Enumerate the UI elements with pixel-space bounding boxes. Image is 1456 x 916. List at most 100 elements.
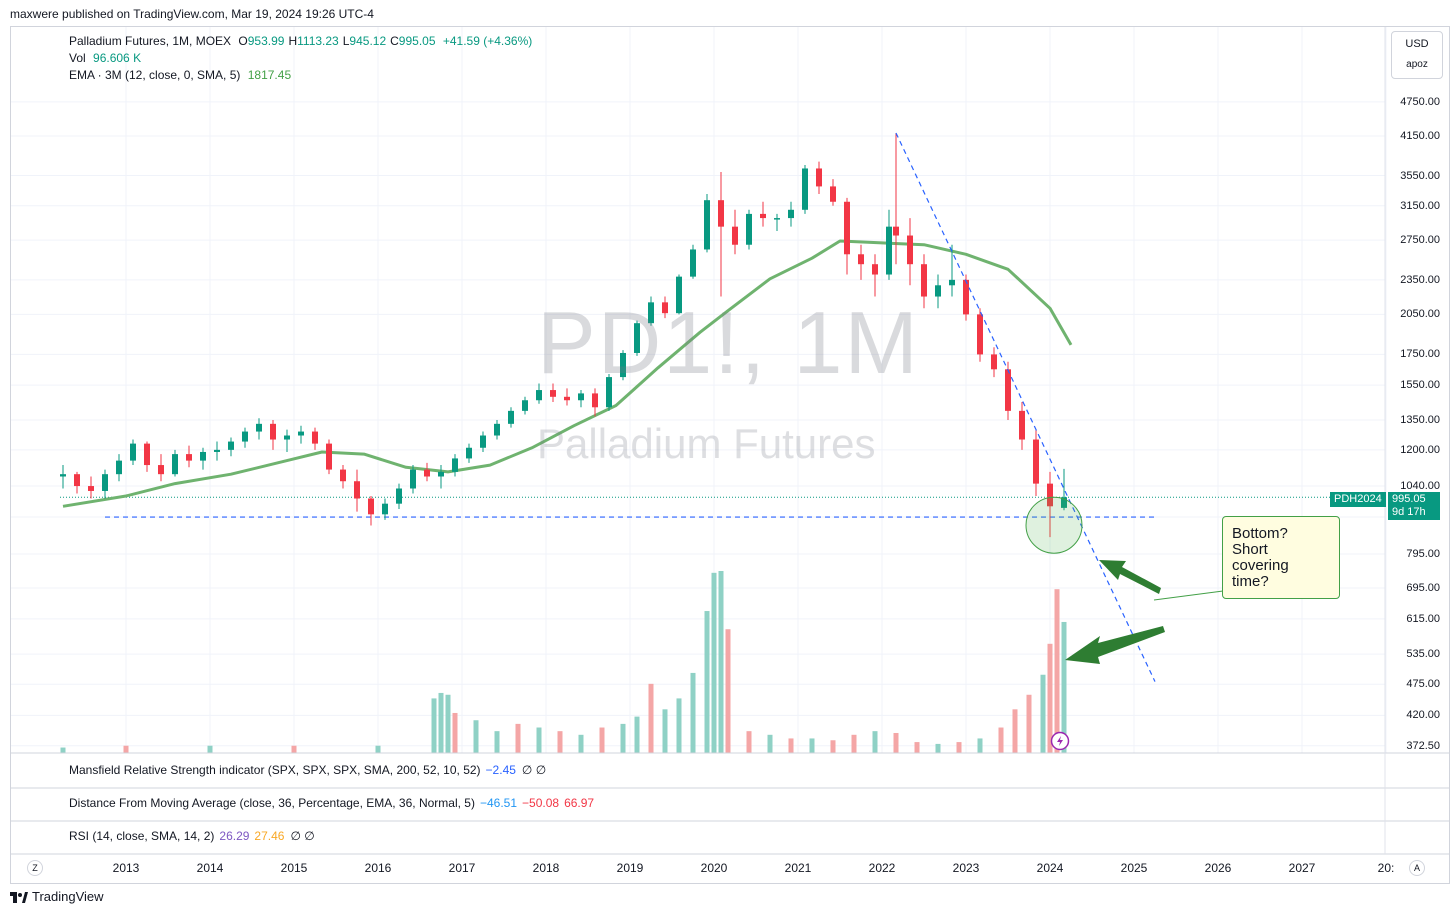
price-tick-label: 1200.00 <box>1400 443 1440 456</box>
volume-bar <box>620 723 626 753</box>
volume-bar <box>1054 589 1060 753</box>
ohlc-value: 945.12 <box>349 34 387 48</box>
candle-body <box>312 431 318 444</box>
candle <box>921 254 927 309</box>
candle-body <box>746 213 752 245</box>
candle <box>1061 468 1067 511</box>
candle <box>872 254 878 297</box>
callout-line: time? <box>1232 573 1269 590</box>
candle <box>578 390 584 408</box>
volume-bar <box>851 734 857 753</box>
time-tick-label: 2015 <box>280 861 308 875</box>
candle-body <box>88 486 94 491</box>
candle-body <box>592 393 598 408</box>
brand-footer[interactable]: TradingView <box>10 889 104 904</box>
legend-volume[interactable]: Vol 96.606 K <box>69 51 141 65</box>
volume-bar <box>893 732 899 753</box>
candle-body <box>60 474 66 477</box>
highlight-circle <box>1025 496 1083 554</box>
candle-body <box>130 443 136 461</box>
candle-body <box>1061 497 1067 508</box>
candle-body <box>760 213 766 219</box>
axis-zoom-button[interactable]: Z <box>27 860 43 876</box>
candle-body <box>816 168 822 187</box>
candle <box>326 439 332 475</box>
time-tick-label: 2020 <box>700 861 728 875</box>
price-tick-label: 2350.00 <box>1400 273 1440 286</box>
ohlc-label: C <box>390 34 399 48</box>
legend-ema-value: 1817.45 <box>247 68 292 82</box>
legend-main[interactable]: Palladium Futures, 1M, MOEX O953.99 H1113… <box>69 34 532 48</box>
volume-bar <box>445 694 451 753</box>
candle <box>382 498 388 520</box>
candle <box>977 308 983 362</box>
volume-bar <box>711 572 717 753</box>
price-tick-label: 4750.00 <box>1400 95 1440 108</box>
price-tick-label: 420.00 <box>1406 709 1440 722</box>
candle-body <box>508 410 514 424</box>
volume-bar <box>1012 709 1018 753</box>
ohlc-label: O <box>238 34 248 48</box>
indicator-value: 66.97 <box>564 796 595 810</box>
candle-body <box>704 200 710 250</box>
volume-bar <box>60 747 66 753</box>
legend-ema[interactable]: EMA · 3M (12, close, 0, SMA, 5) 1817.45 <box>69 68 291 82</box>
price-tick-label: 3150.00 <box>1400 199 1440 212</box>
brand-name: TradingView <box>32 889 104 904</box>
time-tick-label: 2022 <box>868 861 896 875</box>
candle <box>522 396 528 415</box>
volume-bar <box>1026 694 1032 753</box>
candle <box>312 427 318 450</box>
candle <box>102 469 108 499</box>
candle <box>242 427 248 448</box>
candle <box>564 388 570 406</box>
candle-body <box>620 352 626 378</box>
indicator-legend[interactable]: RSI (14, close, SMA, 14, 2) 26.29 27.46 ∅ ∅ <box>69 829 315 843</box>
candle-body <box>935 285 941 297</box>
candle <box>270 420 276 450</box>
lightning-icon <box>1057 736 1063 746</box>
candle <box>424 462 430 482</box>
candle <box>228 437 234 457</box>
candle-body <box>774 218 780 220</box>
candle <box>130 439 136 466</box>
candle-body <box>732 226 738 245</box>
price-tick-label: 615.00 <box>1406 612 1440 625</box>
legend-vol-value: 96.606 K <box>93 51 142 65</box>
candle-body <box>410 469 416 489</box>
currency-button[interactable]: USD apoz <box>1391 31 1443 79</box>
volume-bar <box>725 629 731 753</box>
candle <box>144 441 150 472</box>
candle-body <box>214 449 220 452</box>
time-tick-label: 2019 <box>616 861 644 875</box>
volume-bar <box>648 683 654 753</box>
price-tick-label: 1040.00 <box>1400 480 1440 493</box>
indicator-label: Distance From Moving Average (close, 36,… <box>69 796 475 810</box>
chart-frame[interactable] <box>10 26 1450 884</box>
price-tick-label: 2750.00 <box>1400 234 1440 247</box>
candle-body <box>74 474 80 487</box>
candle-body <box>536 390 542 401</box>
indicator-legend[interactable]: Mansfield Relative Strength indicator (S… <box>69 763 546 777</box>
time-tick-label: 2016 <box>364 861 392 875</box>
downtrend-line <box>895 132 1156 682</box>
auto-scale-button[interactable]: A <box>1409 860 1425 876</box>
candle <box>354 469 360 512</box>
candle <box>88 476 94 499</box>
candle-body <box>676 276 682 314</box>
candle <box>858 244 864 280</box>
candle-body <box>634 323 640 353</box>
candle-body <box>396 488 402 504</box>
volume-bar <box>788 738 794 753</box>
candle-body <box>648 302 654 324</box>
candle-body <box>438 471 444 477</box>
candle-body <box>186 454 192 461</box>
candle <box>592 388 598 417</box>
indicator-legend[interactable]: Distance From Moving Average (close, 36,… <box>69 796 594 810</box>
indicator-value: −2.45 <box>485 763 516 777</box>
candle <box>648 296 654 326</box>
candle <box>256 418 262 440</box>
volume-bar <box>375 745 381 753</box>
annotation-callout[interactable]: Bottom? Short covering time? <box>1222 516 1340 599</box>
